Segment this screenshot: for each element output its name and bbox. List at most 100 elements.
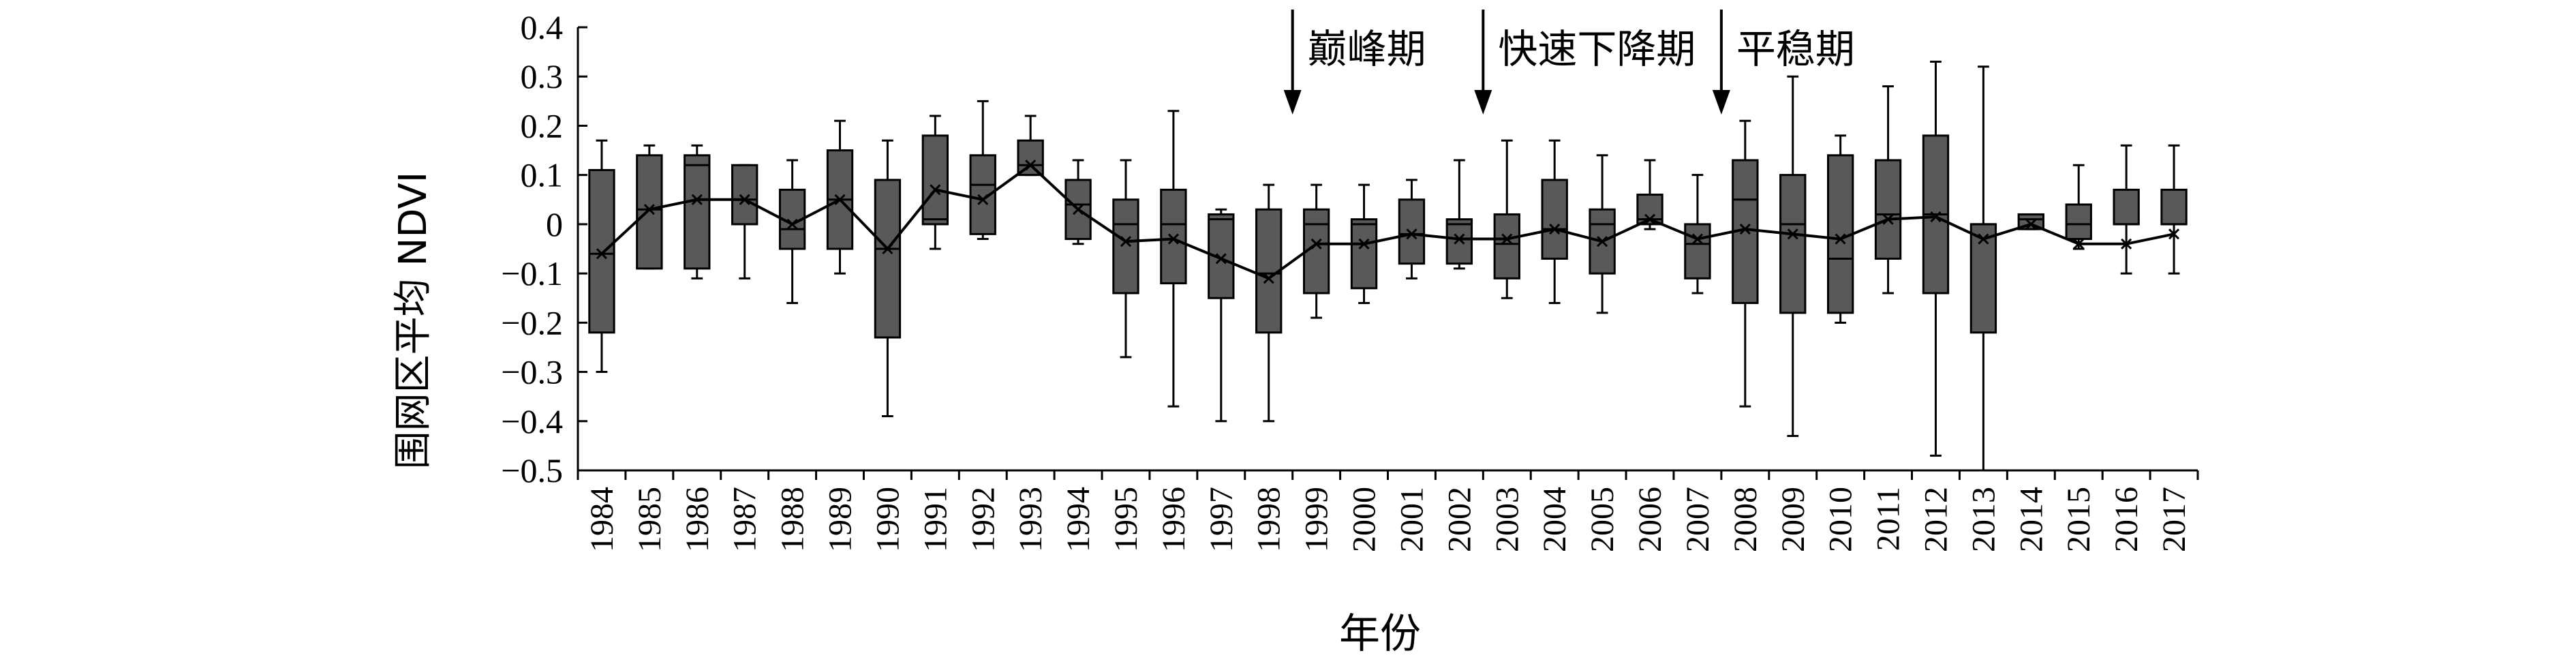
x-tick-label: 2000 <box>1347 487 1383 552</box>
mean-marker <box>596 248 608 260</box>
box-body <box>1112 198 1139 295</box>
box-body <box>636 154 663 270</box>
mean-marker-stroke <box>834 194 846 205</box>
mean-marker <box>1978 233 1989 245</box>
x-tick-label: 2014 <box>2013 487 2049 552</box>
box-2008 <box>1732 119 1759 408</box>
mean-marker <box>1501 233 1513 245</box>
x-tick-label: 2009 <box>1775 487 1811 552</box>
mean-marker-stroke <box>2121 238 2132 250</box>
box-body <box>1874 159 1902 260</box>
box-body <box>1445 218 1473 265</box>
box-2000 <box>1350 183 1378 304</box>
mean-marker <box>643 204 655 215</box>
box-body <box>1541 179 1568 260</box>
box-2005 <box>1589 154 1616 314</box>
x-tick-label: 2017 <box>2156 487 2192 552</box>
mean-marker-stroke <box>643 204 655 215</box>
x-tick-label: 2011 <box>1871 487 1907 551</box>
mean-marker <box>1549 224 1561 235</box>
x-axis-label: 年份 <box>1339 610 1421 658</box>
y-tick-label: 0.4 <box>521 8 564 46</box>
box-2010 <box>1826 134 1854 324</box>
box-body <box>684 154 711 270</box>
y-axis-label: 围网区平均 NDVI <box>391 172 435 470</box>
box-1989 <box>826 119 854 275</box>
box-1996 <box>1160 110 1187 408</box>
mean-marker-stroke <box>1263 273 1274 284</box>
box-body <box>588 168 615 334</box>
box-body <box>1350 218 1378 290</box>
y-tick-label: 0.3 <box>521 57 564 95</box>
mean-marker-stroke <box>1787 228 1798 240</box>
mean-marker-stroke <box>1310 238 1322 250</box>
mean-marker-stroke <box>1454 233 1465 245</box>
mean-marker <box>1454 233 1465 245</box>
mean-marker-stroke <box>1025 160 1037 171</box>
x-tick-label: 1995 <box>1108 487 1144 552</box>
mean-marker <box>1167 233 1179 245</box>
annotation-label: 平稳期 <box>1736 26 1855 72</box>
mean-marker-stroke <box>2025 218 2037 230</box>
mean-marker <box>1025 160 1037 171</box>
annotation-arrow-head <box>1283 90 1302 115</box>
mean-marker <box>691 194 703 205</box>
box-body <box>731 164 758 226</box>
box-2002 <box>1445 159 1473 270</box>
y-tick-label: −0.1 <box>501 254 563 292</box>
box-body <box>1398 198 1426 265</box>
mean-marker-stroke <box>882 243 893 255</box>
mean-marker-stroke <box>1073 204 1084 215</box>
axes-group <box>577 27 2198 472</box>
box-body <box>1779 174 1807 314</box>
box-body <box>2065 203 2092 241</box>
x-tick-label: 1998 <box>1251 487 1287 552</box>
y-tick-label: 0.1 <box>521 156 564 194</box>
box-1993 <box>1017 115 1044 177</box>
mean-marker-stroke <box>1882 213 1894 225</box>
box-body <box>1493 213 1520 280</box>
mean-marker <box>1739 224 1751 235</box>
mean-marker <box>977 194 989 205</box>
mean-marker-stroke <box>1215 253 1227 265</box>
box-2015 <box>2065 164 2092 250</box>
x-tick-label: 1993 <box>1013 487 1049 552</box>
box-body <box>1684 223 1711 280</box>
mean-marker-stroke <box>1978 233 1989 245</box>
box-2004 <box>1541 139 1568 304</box>
annotation-arrow-head <box>1712 90 1730 115</box>
mean-marker <box>1691 233 1703 245</box>
mean-marker-stroke <box>786 218 798 230</box>
x-tick-label: 2016 <box>2109 487 2145 552</box>
mean-marker <box>1644 213 1656 225</box>
mean-marker-stroke <box>1406 228 1417 240</box>
y-tick-label: −0.3 <box>501 353 563 391</box>
box-2007 <box>1684 174 1711 295</box>
mean-marker <box>1215 253 1227 265</box>
mean-marker-stroke <box>1691 233 1703 245</box>
x-tick-label: 2001 <box>1394 487 1430 552</box>
x-tick-label: 2006 <box>1632 487 1668 552</box>
y-tick-label: −0.5 <box>501 451 563 489</box>
box-1986 <box>684 144 711 280</box>
mean-marker <box>1120 236 1132 247</box>
x-tick-label: 1991 <box>917 487 953 552</box>
box-1994 <box>1064 159 1092 245</box>
annotation-label: 快速下降期 <box>1498 26 1696 72</box>
mean-marker <box>2121 238 2132 250</box>
mean-line-group <box>596 160 2180 284</box>
mean-marker-stroke <box>2168 228 2180 240</box>
mean-marker <box>2073 238 2085 250</box>
box-2011 <box>1874 85 1902 295</box>
box-2001 <box>1398 179 1426 280</box>
annotations-group: 巅峰期 快速下降期 平稳期 <box>1283 10 1855 115</box>
y-tick-label: 0.2 <box>521 106 564 145</box>
box-2016 <box>2113 144 2140 275</box>
box-1997 <box>1208 208 1235 423</box>
mean-marker-stroke <box>930 184 941 196</box>
mean-marker <box>1597 236 1608 247</box>
mean-marker-stroke <box>1739 224 1751 235</box>
box-2012 <box>1922 61 1950 457</box>
box-body <box>921 134 949 226</box>
